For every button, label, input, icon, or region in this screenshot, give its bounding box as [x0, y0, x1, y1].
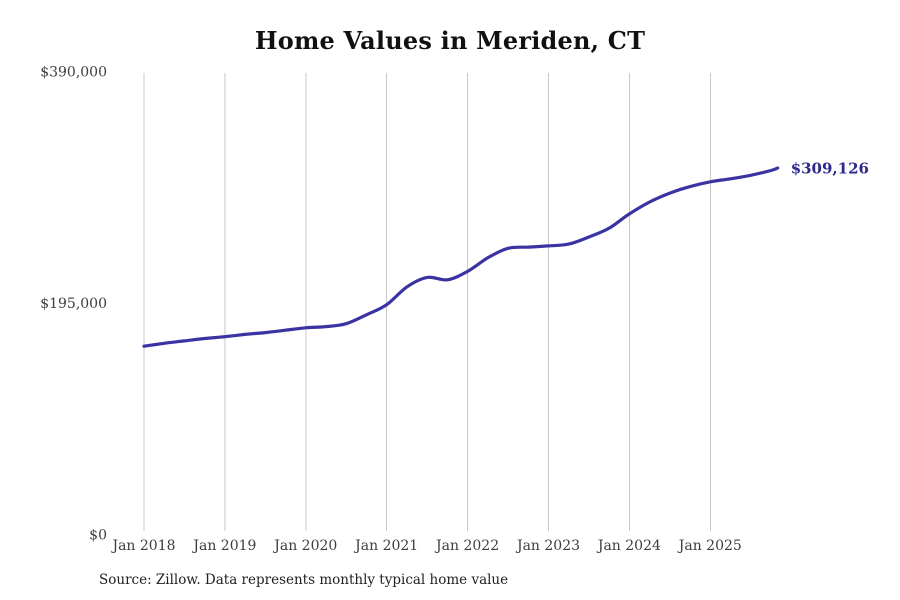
chart-title: Home Values in Meriden, CT — [254, 26, 646, 55]
y-axis-labels: $0 $195,000 $390,000 — [40, 65, 107, 544]
x-tick-label: Jan 2022 — [434, 538, 499, 554]
x-axis-labels: Jan 2018 Jan 2019 Jan 2020 Jan 2021 Jan 2022… — [110, 538, 741, 554]
y-tick-label: $390,000 — [40, 65, 107, 81]
x-tick-label: Jan 2018 — [110, 538, 175, 554]
x-tick-label: Jan 2021 — [353, 538, 418, 554]
x-tick-label: Jan 2019 — [191, 538, 256, 554]
x-tick-label: Jan 2020 — [272, 538, 337, 554]
end-value-label: $309,126 — [791, 160, 869, 178]
x-tick-label: Jan 2024 — [596, 538, 661, 554]
y-tick-label: $0 — [89, 528, 107, 544]
gridlines — [143, 73, 711, 531]
x-tick-label: Jan 2025 — [677, 538, 742, 554]
source-note: Source: Zillow. Data represents monthly … — [99, 572, 509, 588]
value-line — [142, 166, 780, 348]
x-tick-label: Jan 2023 — [515, 538, 580, 554]
y-tick-label: $195,000 — [40, 296, 107, 312]
